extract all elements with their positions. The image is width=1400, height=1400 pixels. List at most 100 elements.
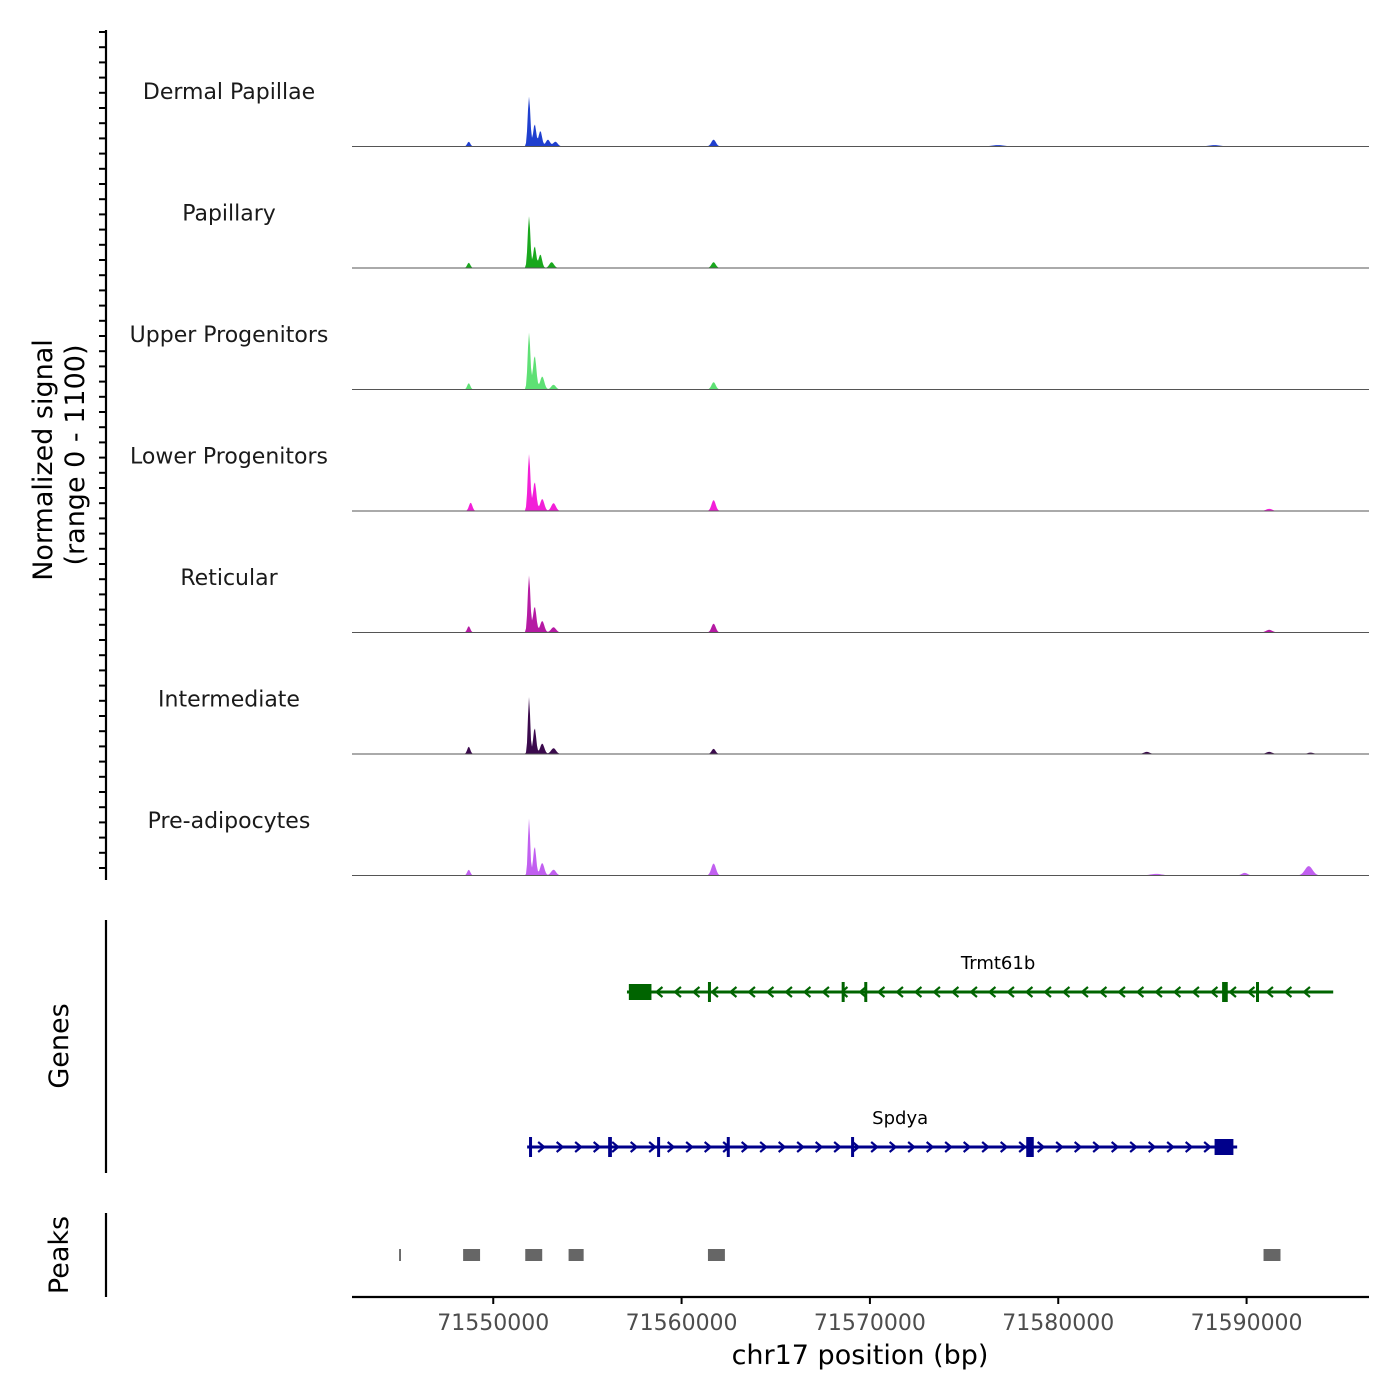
strand-chevron (913, 986, 923, 998)
strand-chevron (1006, 986, 1015, 998)
peak-region (568, 1249, 584, 1261)
strand-chevron (691, 986, 701, 998)
strand-chevron (969, 986, 978, 998)
y-axis-title-line1: Normalized signal (28, 339, 59, 581)
track-signal-area (352, 96, 1369, 147)
strand-chevron (1228, 986, 1237, 998)
strand-chevron (944, 1141, 953, 1153)
track-signal-area (352, 818, 1369, 876)
track-label: Reticular (180, 566, 278, 591)
track-label: Lower Progenitors (130, 445, 328, 470)
strand-chevron (870, 1141, 879, 1153)
exon (529, 1137, 533, 1157)
strand-chevron (1283, 986, 1293, 998)
strand-chevron (1092, 1141, 1101, 1153)
strand-chevron (814, 1141, 824, 1153)
strand-chevron (1191, 986, 1200, 998)
track-signal-area (352, 575, 1369, 633)
strand-chevron (1203, 1141, 1212, 1153)
track-signal-area (352, 216, 1369, 268)
track-1: Dermal Papillae (143, 80, 1369, 147)
strand-chevron (1135, 986, 1145, 998)
exon (1026, 1137, 1034, 1157)
strand-chevron (740, 1141, 750, 1153)
strand-chevron (648, 1141, 657, 1153)
strand-chevron (592, 1141, 602, 1153)
track-label: Upper Progenitors (130, 323, 329, 348)
strand-chevron (925, 1141, 935, 1153)
strand-chevron (833, 1141, 842, 1153)
peak-regions (399, 1249, 1281, 1261)
strand-chevron (1043, 986, 1052, 998)
exon (726, 1137, 730, 1157)
strand-chevron (876, 986, 886, 998)
exon (864, 982, 868, 1002)
track-label: Papillary (182, 202, 276, 227)
strand-chevron (673, 986, 682, 998)
x-tick-label: 71550000 (437, 1311, 549, 1336)
x-tick-label: 71580000 (1002, 1311, 1114, 1336)
strand-chevron (759, 1141, 768, 1153)
coverage-y-ticks (99, 31, 106, 869)
track-5: Reticular (180, 566, 1369, 633)
strand-chevron (1061, 986, 1071, 998)
strand-chevron (1080, 986, 1089, 998)
track-label: Intermediate (158, 688, 300, 713)
strand-chevron (1166, 1141, 1175, 1153)
strand-chevron (932, 986, 941, 998)
strand-chevron (765, 986, 775, 998)
strand-chevron (710, 986, 719, 998)
strand-chevron (1129, 1141, 1138, 1153)
strand-chevron (1055, 1141, 1064, 1153)
genes-axis-title: Genes (44, 1003, 75, 1088)
peaks-axis-title: Peaks (44, 1216, 75, 1294)
strand-chevron (1147, 1141, 1157, 1153)
strand-chevron (1036, 1141, 1046, 1153)
peak-region (399, 1249, 401, 1261)
strand-chevron (839, 986, 849, 998)
strand-chevron (1018, 1141, 1027, 1153)
strand-chevron (784, 986, 793, 998)
x-axis-title: chr17 position (bp) (732, 1340, 989, 1371)
track-label: Pre-adipocytes (148, 809, 311, 834)
exon (608, 1137, 612, 1157)
strand-chevron (999, 1141, 1009, 1153)
x-tick-label: 71590000 (1191, 1311, 1303, 1336)
x-tick-label: 71560000 (626, 1311, 738, 1336)
strand-chevron (703, 1141, 713, 1153)
track-6: Intermediate (158, 688, 1369, 755)
exon (1214, 1139, 1234, 1155)
strand-chevron (574, 1141, 583, 1153)
strand-chevron (629, 1141, 639, 1153)
gene-spdya: Spdya (527, 1108, 1238, 1157)
exon (1222, 982, 1228, 1002)
strand-chevron (1184, 1141, 1194, 1153)
gene-trmt61b: Trmt61b (626, 953, 1334, 1002)
gene-label: Trmt61b (960, 953, 1035, 974)
strand-chevron (1172, 986, 1182, 998)
strand-chevron (1024, 986, 1034, 998)
strand-chevron (537, 1141, 546, 1153)
track-4: Lower Progenitors (130, 445, 1369, 512)
strand-chevron (981, 1141, 990, 1153)
track-signal-area (352, 697, 1369, 754)
exon (628, 984, 652, 1000)
strand-chevron (555, 1141, 565, 1153)
strand-chevron (1246, 986, 1256, 998)
strand-chevron (858, 986, 867, 998)
coverage-y-axis (99, 30, 108, 880)
strand-chevron (802, 986, 812, 998)
exon (657, 1137, 661, 1157)
track-label: Dermal Papillae (143, 80, 315, 105)
peak-region (707, 1249, 725, 1261)
exon (707, 982, 711, 1002)
strand-chevron (685, 1141, 694, 1153)
strand-chevron (851, 1141, 861, 1153)
gene-label: Spdya (872, 1108, 928, 1129)
strand-chevron (1098, 986, 1108, 998)
strand-chevron (1110, 1141, 1120, 1153)
track-3: Upper Progenitors (130, 323, 1369, 390)
strand-chevron (950, 986, 960, 998)
strand-chevron (895, 986, 904, 998)
